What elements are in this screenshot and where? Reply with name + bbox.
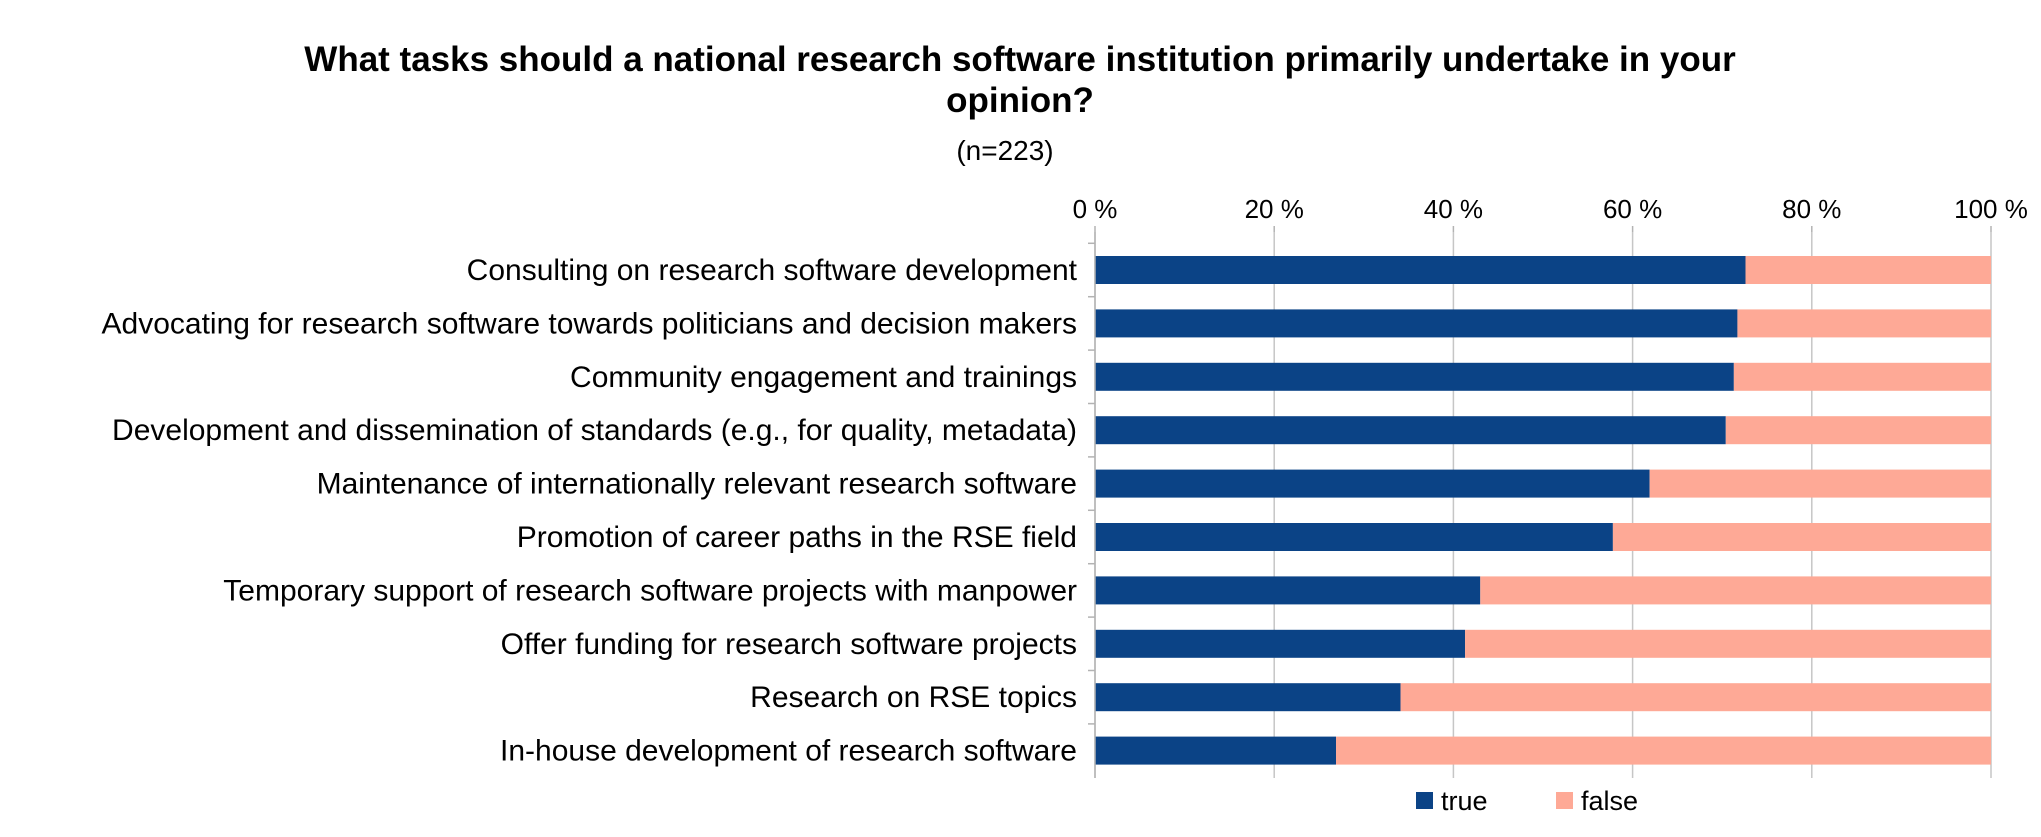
x-tick-label: 60 % — [1603, 194, 1662, 224]
bar-false — [1400, 683, 1991, 712]
x-tick-label: 100 % — [1954, 194, 2028, 224]
bar-false — [1745, 256, 1991, 284]
category-label: Maintenance of internationally relevant … — [317, 468, 1077, 501]
axes — [1088, 226, 1992, 778]
bar-false — [1737, 309, 1991, 338]
bar-false — [1480, 576, 1991, 605]
bar-false — [1465, 629, 1991, 658]
legend-swatch-false — [1556, 792, 1573, 809]
x-tick-label: 20 % — [1245, 194, 1304, 224]
category-label: In-house development of research softwar… — [500, 735, 1077, 768]
bar-true — [1095, 736, 1337, 765]
category-labels: Consulting on research software developm… — [102, 254, 1078, 768]
bar-true — [1095, 256, 1746, 284]
legend-label-false: false — [1581, 786, 1638, 816]
category-label: Advocating for research software towards… — [102, 307, 1077, 340]
bars — [1095, 256, 1991, 765]
legend-swatch-true — [1416, 792, 1433, 809]
chart-title-line-2: opinion? — [946, 81, 1094, 120]
bar-false — [1725, 416, 1991, 445]
bar-false — [1612, 523, 1991, 551]
bar-true — [1095, 576, 1481, 605]
bar-true — [1095, 523, 1613, 551]
category-label: Research on RSE topics — [750, 681, 1077, 714]
bar-true — [1095, 416, 1726, 445]
bar-false — [1649, 469, 1991, 498]
category-label: Development and dissemination of standar… — [112, 414, 1077, 447]
bar-true — [1095, 629, 1466, 658]
bar-false — [1733, 362, 1991, 391]
bar-false — [1336, 736, 1991, 765]
chart-subtitle: (n=223) — [956, 135, 1053, 166]
category-label: Offer funding for research software proj… — [501, 628, 1077, 661]
category-label: Temporary support of research software p… — [223, 574, 1077, 607]
bar-true — [1095, 469, 1650, 498]
x-tick-label: 40 % — [1424, 194, 1483, 224]
category-label: Promotion of career paths in the RSE fie… — [517, 521, 1077, 554]
bar-true — [1095, 309, 1738, 338]
category-label: Consulting on research software developm… — [467, 254, 1078, 287]
chart-title-line-1: What tasks should a national research so… — [304, 40, 1736, 79]
x-tick-label: 80 % — [1782, 194, 1841, 224]
bar-true — [1095, 683, 1401, 712]
legend: true false — [1416, 786, 1638, 816]
x-tick-label: 0 % — [1073, 194, 1118, 224]
category-label: Community engagement and trainings — [570, 361, 1077, 394]
x-tick-labels: 0 % 20 % 40 % 60 % 80 % 100 % — [1073, 194, 2028, 224]
bar-true — [1095, 362, 1734, 391]
legend-label-true: true — [1441, 786, 1488, 816]
